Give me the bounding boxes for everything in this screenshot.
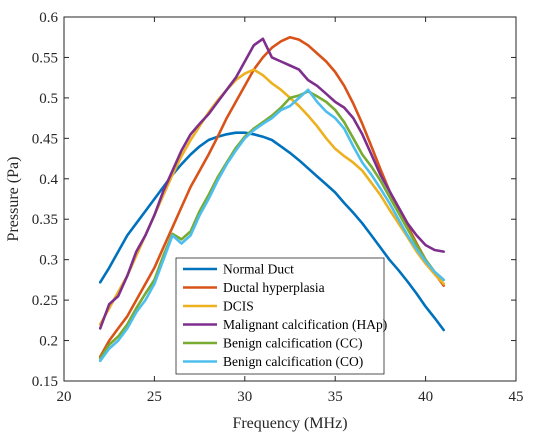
y-tick-label: 0.15 <box>32 374 58 390</box>
y-tick-label: 0.45 <box>32 131 58 147</box>
y-tick-label: 0.6 <box>39 10 58 26</box>
legend-box <box>175 257 385 375</box>
series-layer <box>98 35 446 363</box>
y-tick-label: 0.2 <box>39 334 58 350</box>
series-line-4 <box>98 37 446 330</box>
legend-label: Benign calcification (CC) <box>223 336 362 351</box>
y-tick-label: 0.4 <box>39 172 58 188</box>
y-tick-label: 0.35 <box>32 212 58 228</box>
x-axis-ticks: 20 25 30 35 40 45 <box>57 17 524 405</box>
series-line-1 <box>98 131 446 332</box>
legend-label: Normal Duct <box>223 262 294 277</box>
x-tick-label: 35 <box>328 389 343 405</box>
legend-label: DCIS <box>223 299 254 314</box>
series-line-5 <box>98 90 446 360</box>
legend-label: Benign calcification (CO) <box>223 354 363 369</box>
x-tick-label: 25 <box>147 389 162 405</box>
y-axis-ticks: 0.15 0.2 0.25 0.3 0.35 0.4 0.45 0.5 0.55 0.6 <box>32 10 516 390</box>
x-tick-label: 45 <box>509 389 524 405</box>
y-tick-label: 0.55 <box>32 50 58 66</box>
y-tick-label: 0.5 <box>39 91 58 107</box>
x-axis-title: Frequency (MHz) <box>232 415 347 432</box>
axes-box <box>63 16 517 382</box>
x-tick-label: 30 <box>237 389 252 405</box>
y-tick-label: 0.3 <box>39 253 58 269</box>
legend-label: Ductal hyperplasia <box>223 280 325 295</box>
x-tick-label: 20 <box>57 389 72 405</box>
x-tick-label: 40 <box>418 389 433 405</box>
y-axis-title: Pressure (Pa) <box>5 157 22 242</box>
series-line-6 <box>98 88 446 363</box>
legend: Normal Duct Ductal hyperplasia DCIS Maligna… <box>175 257 387 375</box>
y-tick-label: 0.25 <box>32 293 58 309</box>
legend-label: Malignant calcification (HAp) <box>223 317 387 332</box>
